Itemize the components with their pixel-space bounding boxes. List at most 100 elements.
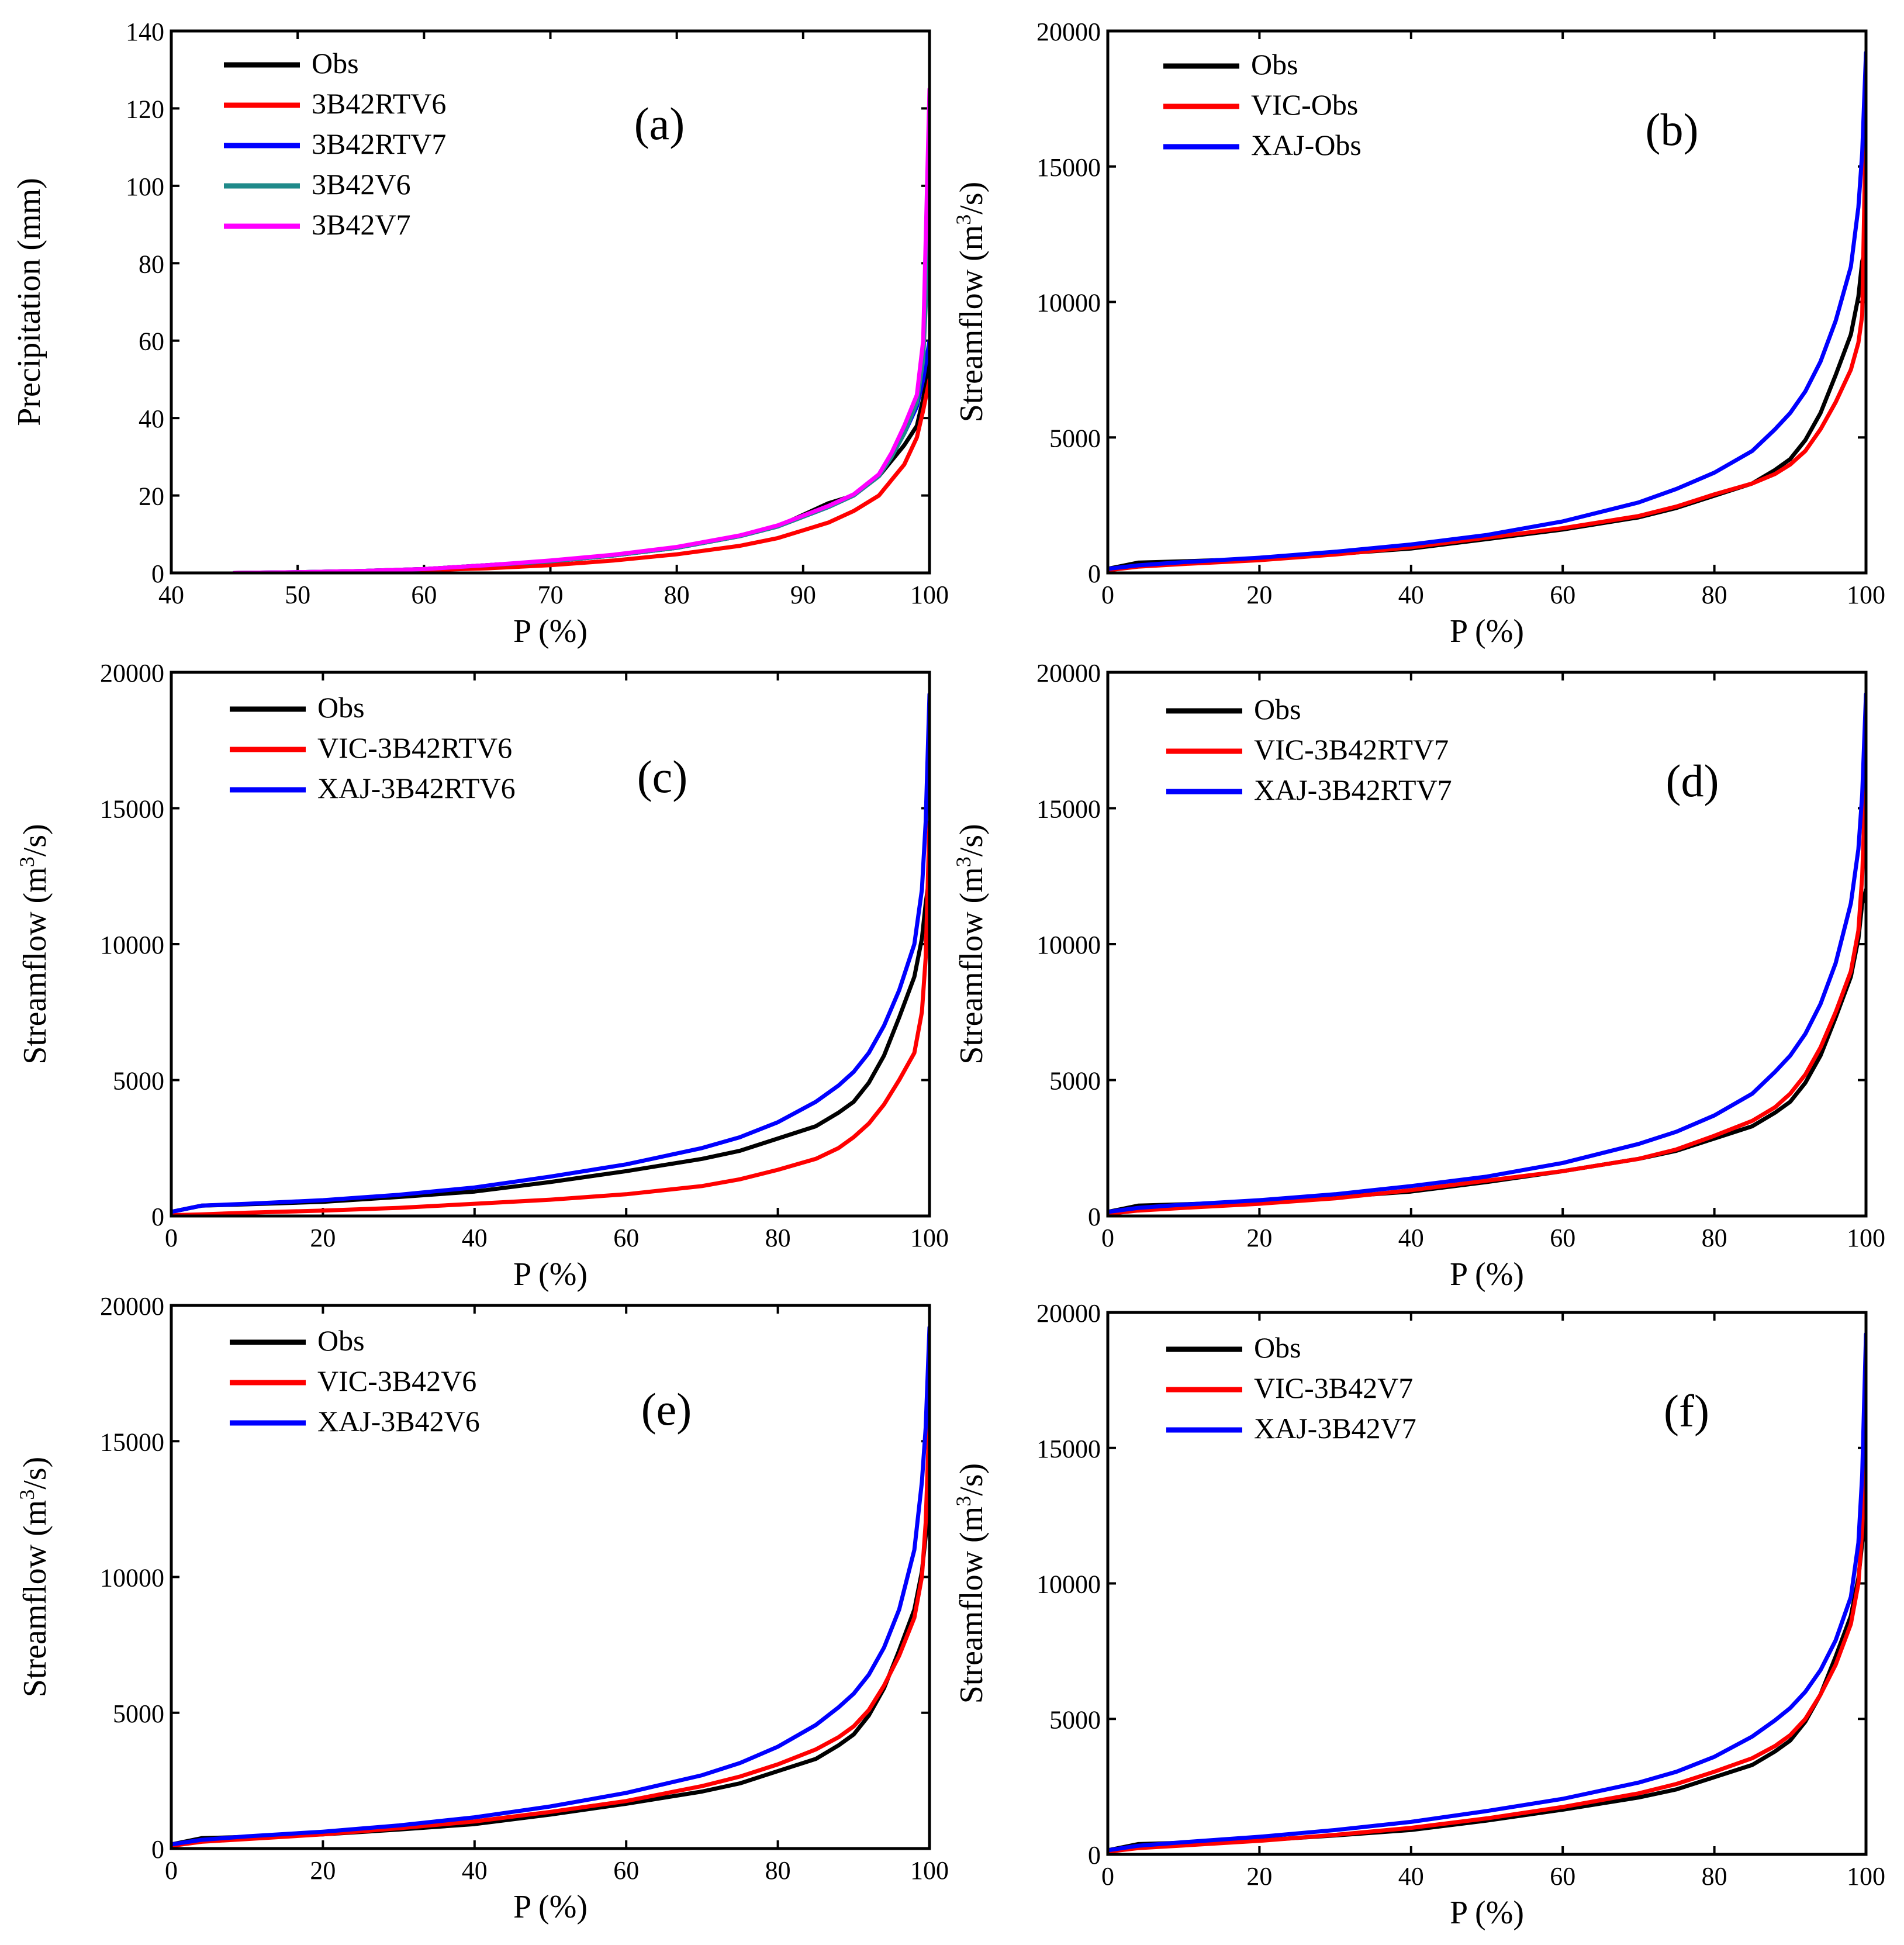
chart-panel-2: 0 20 40 60 80 100 0 5000 10000 15000 20000 P (%) Str… (15, 659, 949, 1293)
legend-label: Obs (317, 1324, 365, 1357)
y-axis-title: Streamflow (m3/s) (952, 182, 990, 422)
chart-panel-4: 0 20 40 60 80 100 0 5000 10000 15000 20000 P (%) Str… (15, 1292, 949, 1925)
x-tick-label: 60 (613, 1224, 639, 1252)
x-tick-label: 100 (1847, 1224, 1885, 1252)
y-tick-label: 5000 (1049, 424, 1101, 452)
plot-frame (170, 671, 931, 1218)
legend-label: 3B42RTV6 (312, 87, 446, 120)
y-tick-label: 10000 (100, 931, 164, 959)
x-tick-label: 20 (1246, 581, 1272, 609)
series-line-Obs (1108, 1514, 1866, 1853)
x-axis-title: P (%) (1450, 1256, 1524, 1293)
legend-label: XAJ-Obs (1251, 129, 1362, 161)
y-axis-title: Precipitation (mm) (11, 178, 47, 426)
plot-frame (1106, 671, 1868, 1218)
x-tick-label: 40 (1398, 581, 1424, 609)
panel-label: (d) (1666, 755, 1719, 806)
x-tick-label: 70 (538, 581, 564, 609)
x-axis-title: P (%) (513, 613, 588, 650)
x-tick-label: 60 (613, 1856, 639, 1885)
legend-label: VIC-3B42V7 (1254, 1371, 1413, 1404)
y-tick-label: 20000 (1036, 1299, 1101, 1328)
series-line-3B42RTV6 (232, 377, 929, 573)
legend-label: Obs (1254, 693, 1301, 726)
x-tick-label: 80 (765, 1224, 791, 1252)
y-tick-label: 10000 (1036, 289, 1101, 317)
y-tick-label: 120 (126, 95, 164, 123)
x-axis-title: P (%) (513, 1256, 588, 1293)
plot-frame (170, 29, 931, 575)
x-axis-title: P (%) (513, 1889, 588, 1925)
series-line-3B42RTV7 (232, 338, 929, 573)
legend-label: VIC-3B42RTV7 (1254, 733, 1449, 766)
chart-panel-5: 0 20 40 60 80 100 0 5000 10000 15000 20000 P (%) Str… (952, 1299, 1885, 1931)
y-tick-label: 80 (139, 250, 164, 278)
legend-label: XAJ-3B42V7 (1254, 1412, 1416, 1445)
y-tick-label: 10000 (1036, 931, 1101, 959)
series-line-VIC-3B42V6 (171, 1412, 929, 1848)
series-line-VIC-Obs (1108, 110, 1866, 572)
x-tick-label: 100 (910, 581, 949, 609)
x-tick-label: 100 (1847, 1862, 1885, 1891)
y-tick-label: 0 (151, 1835, 164, 1864)
x-tick-label: 40 (1398, 1862, 1424, 1891)
x-tick-label: 60 (1550, 581, 1575, 609)
x-tick-label: 100 (910, 1856, 949, 1885)
series-line-VIC-3B42RTV7 (1108, 765, 1866, 1216)
legend-label: VIC-3B42V6 (317, 1364, 476, 1397)
y-tick-label: 20 (139, 482, 164, 511)
panel-label: (c) (637, 751, 688, 802)
legend-label: Obs (1254, 1331, 1301, 1364)
chart-panel-0: 40 50 60 70 80 90 100 0 20 40 60 80 100 120 140 P (%) Pr… (11, 18, 949, 650)
legend-label: 3B42V7 (312, 208, 410, 241)
y-axis-title: Streamflow (m3/s) (15, 1457, 53, 1697)
legend-label: VIC-3B42RTV6 (317, 731, 512, 764)
x-tick-label: 20 (310, 1856, 336, 1885)
panel-label: (f) (1664, 1386, 1709, 1436)
chart-panel-3: 0 20 40 60 80 100 0 5000 10000 15000 20000 P (%) Str… (952, 659, 1885, 1293)
panel-label: (e) (641, 1384, 692, 1435)
x-tick-label: 80 (1702, 1862, 1727, 1891)
x-tick-label: 40 (158, 581, 184, 609)
x-tick-label: 20 (1246, 1862, 1272, 1891)
y-tick-label: 0 (1088, 1203, 1101, 1231)
x-tick-label: 60 (1550, 1224, 1575, 1252)
y-tick-label: 20000 (1036, 18, 1101, 46)
series-line-3B42V7 (232, 87, 929, 573)
series-line-VIC-3B42RTV6 (171, 820, 929, 1216)
x-tick-label: 0 (165, 1224, 178, 1252)
series-line-Obs (171, 1507, 929, 1847)
x-tick-label: 80 (1702, 1224, 1727, 1252)
series-line-XAJ-3B42RTV6 (171, 692, 929, 1214)
x-tick-label: 20 (1246, 1224, 1272, 1252)
y-tick-label: 0 (151, 559, 164, 588)
x-tick-label: 50 (285, 581, 310, 609)
legend-label: 3B42RTV7 (312, 127, 446, 160)
x-tick-label: 100 (910, 1224, 949, 1252)
panel-label: (b) (1646, 104, 1699, 155)
x-tick-label: 80 (1702, 581, 1727, 609)
y-tick-label: 5000 (113, 1699, 164, 1728)
legend-label: XAJ-3B42RTV7 (1254, 773, 1452, 806)
y-tick-label: 5000 (1049, 1067, 1101, 1096)
y-tick-label: 140 (126, 18, 164, 46)
y-tick-label: 10000 (100, 1564, 164, 1592)
series-line-Obs (1108, 246, 1866, 571)
legend-label: VIC-Obs (1251, 88, 1358, 121)
y-tick-label: 10000 (1036, 1570, 1101, 1599)
series-line-XAJ-3B42V7 (1108, 1332, 1866, 1853)
x-tick-label: 0 (165, 1856, 178, 1885)
y-axis-title: Streamflow (m3/s) (15, 824, 53, 1064)
y-tick-label: 0 (151, 1203, 164, 1231)
y-tick-label: 15000 (100, 795, 164, 824)
y-tick-label: 20000 (100, 659, 164, 688)
y-tick-label: 100 (126, 172, 164, 201)
plot-frame (170, 1304, 931, 1850)
x-tick-label: 40 (462, 1856, 488, 1885)
x-tick-label: 100 (1847, 581, 1885, 609)
y-tick-label: 0 (1088, 1841, 1101, 1870)
y-tick-label: 15000 (1036, 153, 1101, 182)
series-line-Obs (1108, 887, 1866, 1214)
series-line-VIC-3B42V7 (1108, 1391, 1866, 1854)
